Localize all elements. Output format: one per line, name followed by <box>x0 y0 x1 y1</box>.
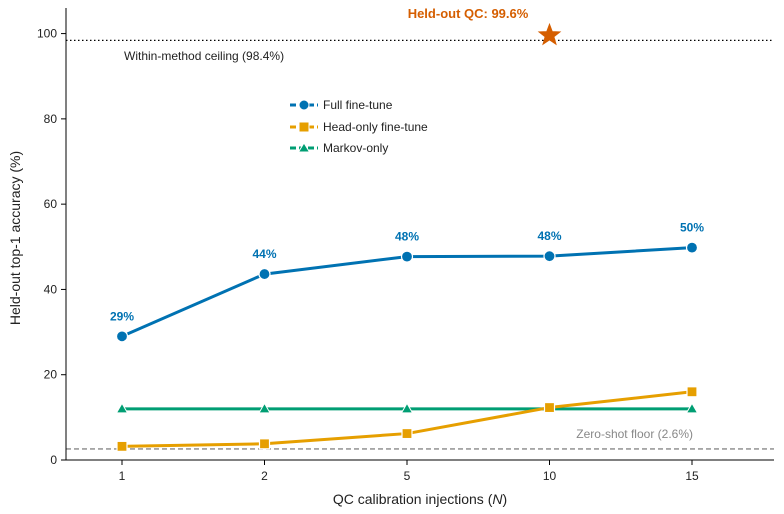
y-tick-label: 20 <box>44 368 58 382</box>
legend-item-markov-only: Markov-only <box>290 141 388 155</box>
ceiling-label: Within-method ceiling (98.4%) <box>124 49 284 63</box>
x-axis-title-text: QC calibration injections ( <box>333 491 493 507</box>
data-label-full-fine-tune: 48% <box>537 229 561 243</box>
reference-lines <box>66 39 774 450</box>
x-axis-title: QC calibration injections (N) <box>333 491 507 507</box>
data-label-full-fine-tune: 48% <box>395 230 419 244</box>
legend-marker-markov-only <box>297 142 311 153</box>
legend-item-head-only-fine-tune: Head-only fine-tune <box>290 120 428 134</box>
point-full-fine-tune <box>115 330 129 343</box>
x-tick-label: 15 <box>685 469 699 483</box>
point-full-fine-tune <box>258 267 271 281</box>
point-markov-only <box>400 402 414 414</box>
series-lines <box>121 246 693 448</box>
y-axis-title: Held-out top-1 accuracy (%) <box>7 151 23 325</box>
x-tick-label: 10 <box>543 469 557 483</box>
y-axis: 0 20 40 60 80 100 <box>37 8 67 467</box>
x-tick-label: 2 <box>261 469 268 483</box>
point-full-fine-tune <box>543 250 556 263</box>
x-tick-label: 5 <box>404 469 411 483</box>
point-markov-only <box>258 402 271 414</box>
legend-label-markov-only: Markov-only <box>323 141 388 155</box>
point-head-only-fine-tune <box>401 427 413 440</box>
point-head-only-fine-tune <box>258 438 271 450</box>
y-tick-label: 60 <box>44 197 58 211</box>
legend-marker-head-only-fine-tune <box>298 121 310 133</box>
highlight-star-icon <box>537 22 562 46</box>
point-markov-only <box>115 402 129 414</box>
x-tick-label: 1 <box>119 469 126 483</box>
legend-item-full-fine-tune: Full fine-tune <box>290 98 393 112</box>
legend: Full fine-tune Head-only fine-tune Marko… <box>290 98 428 155</box>
x-axis-title-variable: N <box>492 491 503 507</box>
data-label-full-fine-tune: 44% <box>252 247 276 261</box>
point-head-only-fine-tune <box>543 401 556 414</box>
y-tick-label: 80 <box>44 112 58 126</box>
highlight-label: Held-out QC: 99.6% <box>408 6 529 21</box>
data-label-full-fine-tune: 50% <box>680 221 704 235</box>
y-tick-label: 100 <box>37 27 57 41</box>
point-head-only-fine-tune <box>116 440 128 452</box>
legend-label-head-only-fine-tune: Head-only fine-tune <box>323 120 428 134</box>
y-tick-label: 40 <box>44 282 58 296</box>
point-full-fine-tune <box>685 241 699 254</box>
data-labels: 29% 44% 48% 48% 50% <box>110 221 704 324</box>
series-markers <box>115 241 699 452</box>
point-markov-only <box>685 402 699 414</box>
legend-marker-full-fine-tune <box>298 99 310 111</box>
y-tick-label: 0 <box>50 453 57 467</box>
x-axis: 1 2 5 10 15 <box>66 459 774 483</box>
floor-label: Zero-shot floor (2.6%) <box>576 427 693 441</box>
highlight <box>537 22 562 46</box>
point-full-fine-tune <box>400 250 414 263</box>
x-axis-title-close: ) <box>502 491 507 507</box>
point-head-only-fine-tune <box>686 386 698 398</box>
legend-label-full-fine-tune: Full fine-tune <box>323 98 393 112</box>
data-label-full-fine-tune: 29% <box>110 309 134 323</box>
